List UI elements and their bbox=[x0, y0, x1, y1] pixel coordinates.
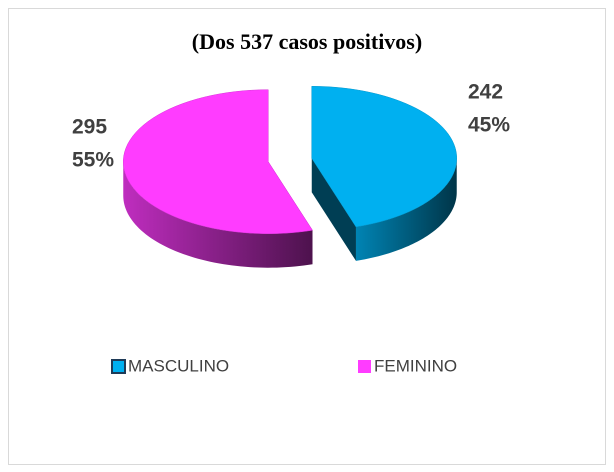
data-label: 242 bbox=[468, 81, 503, 104]
legend-swatch bbox=[358, 360, 371, 373]
slice-side bbox=[123, 161, 313, 268]
legend-label: MASCULINO bbox=[128, 356, 229, 375]
chart-title: (Dos 537 casos positivos) bbox=[192, 29, 422, 54]
percent-label: 55% bbox=[72, 149, 114, 172]
percent-label: 45% bbox=[468, 114, 510, 137]
slice-cut-face bbox=[311, 158, 356, 261]
data-label: 295 bbox=[72, 116, 107, 139]
legend-label: FEMININO bbox=[374, 356, 457, 375]
legend-swatch bbox=[111, 359, 126, 374]
slice-side bbox=[355, 158, 457, 261]
slice bbox=[311, 86, 457, 228]
slice bbox=[123, 89, 313, 234]
